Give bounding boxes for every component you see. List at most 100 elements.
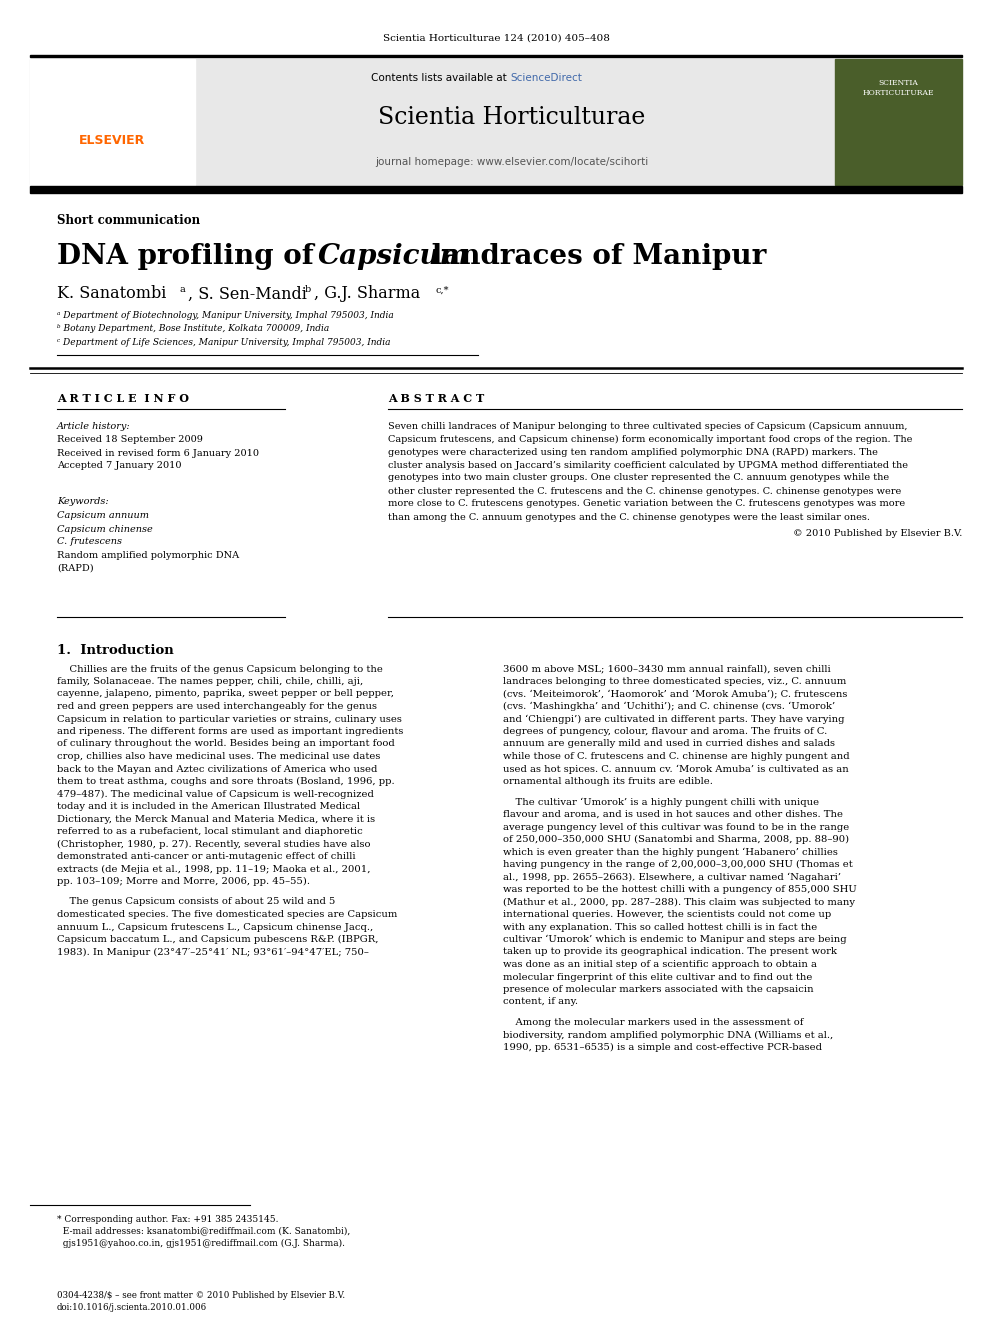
Text: presence of molecular markers associated with the capsaicin: presence of molecular markers associated…	[503, 986, 813, 994]
Text: DNA profiling of: DNA profiling of	[57, 242, 323, 270]
Text: The cultivar ‘Umorok’ is a highly pungent chilli with unique: The cultivar ‘Umorok’ is a highly pungen…	[503, 798, 819, 807]
Text: cultivar ‘Umorok’ which is endemic to Manipur and steps are being: cultivar ‘Umorok’ which is endemic to Ma…	[503, 935, 846, 945]
Text: with any explanation. This so called hottest chilli is in fact the: with any explanation. This so called hot…	[503, 922, 817, 931]
Text: and ‘Chiengpi’) are cultivated in different parts. They have varying: and ‘Chiengpi’) are cultivated in differ…	[503, 714, 844, 724]
Text: cluster analysis based on Jaccard’s similarity coefficient calculated by UPGMA m: cluster analysis based on Jaccard’s simi…	[388, 460, 908, 470]
Text: Received in revised form 6 January 2010: Received in revised form 6 January 2010	[57, 448, 259, 458]
Text: Short communication: Short communication	[57, 213, 200, 226]
Text: A R T I C L E  I N F O: A R T I C L E I N F O	[57, 393, 189, 405]
Text: molecular fingerprint of this elite cultivar and to find out the: molecular fingerprint of this elite cult…	[503, 972, 812, 982]
Text: C. frutescens: C. frutescens	[57, 537, 122, 546]
Text: other cluster represented the C. frutescens and the C. chinense genotypes. C. ch: other cluster represented the C. frutesc…	[388, 487, 902, 496]
Text: (cvs. ‘Meiteimorok’, ‘Haomorok’ and ‘Morok Amuba’); C. frutescens: (cvs. ‘Meiteimorok’, ‘Haomorok’ and ‘Mor…	[503, 689, 847, 699]
Text: international queries. However, the scientists could not come up: international queries. However, the scie…	[503, 910, 831, 919]
Text: (RAPD): (RAPD)	[57, 564, 93, 573]
Text: A B S T R A C T: A B S T R A C T	[388, 393, 484, 405]
Text: Contents lists available at: Contents lists available at	[371, 73, 510, 83]
Text: degrees of pungency, colour, flavour and aroma. The fruits of C.: degrees of pungency, colour, flavour and…	[503, 728, 827, 736]
Text: Article history:: Article history:	[57, 422, 131, 430]
Text: 1.  Introduction: 1. Introduction	[57, 644, 174, 658]
Text: cayenne, jalapeno, pimento, paprika, sweet pepper or bell pepper,: cayenne, jalapeno, pimento, paprika, swe…	[57, 689, 394, 699]
Text: journal homepage: www.elsevier.com/locate/scihorti: journal homepage: www.elsevier.com/locat…	[375, 157, 649, 167]
Text: Received 18 September 2009: Received 18 September 2009	[57, 435, 203, 445]
Text: landraces of Manipur: landraces of Manipur	[422, 242, 767, 270]
Bar	[30, 187, 962, 193]
Text: extracts (de Mejia et al., 1998, pp. 11–19; Maoka et al., 2001,: extracts (de Mejia et al., 1998, pp. 11–…	[57, 864, 370, 873]
Text: 0304-4238/$ – see front matter © 2010 Published by Elsevier B.V.: 0304-4238/$ – see front matter © 2010 Pu…	[57, 1290, 345, 1299]
Text: of culinary throughout the world. Besides being an important food: of culinary throughout the world. Beside…	[57, 740, 395, 749]
Text: pp. 103–109; Morre and Morre, 2006, pp. 45–55).: pp. 103–109; Morre and Morre, 2006, pp. …	[57, 877, 310, 886]
Text: doi:10.1016/j.scienta.2010.01.006: doi:10.1016/j.scienta.2010.01.006	[57, 1303, 207, 1312]
Text: (cvs. ‘Mashingkha’ and ‘Uchithi’); and C. chinense (cvs. ‘Umorok’: (cvs. ‘Mashingkha’ and ‘Uchithi’); and C…	[503, 701, 835, 712]
Text: Chillies are the fruits of the genus Capsicum belonging to the: Chillies are the fruits of the genus Cap…	[57, 664, 383, 673]
Text: K. Sanatombi: K. Sanatombi	[57, 286, 167, 303]
Text: ELSEVIER: ELSEVIER	[79, 134, 145, 147]
Text: Random amplified polymorphic DNA: Random amplified polymorphic DNA	[57, 550, 239, 560]
Text: Dictionary, the Merck Manual and Materia Medica, where it is: Dictionary, the Merck Manual and Materia…	[57, 815, 375, 823]
Text: Keywords:: Keywords:	[57, 497, 109, 507]
Text: Seven chilli landraces of Manipur belonging to three cultivated species of Capsi: Seven chilli landraces of Manipur belong…	[388, 422, 908, 430]
Text: (Christopher, 1980, p. 27). Recently, several studies have also: (Christopher, 1980, p. 27). Recently, se…	[57, 839, 370, 848]
Text: crop, chillies also have medicinal uses. The medicinal use dates: crop, chillies also have medicinal uses.…	[57, 751, 380, 761]
Text: domesticated species. The five domesticated species are Capsicum: domesticated species. The five domestica…	[57, 910, 398, 919]
Text: gjs1951@yahoo.co.in, gjs1951@rediffmail.com (G.J. Sharma).: gjs1951@yahoo.co.in, gjs1951@rediffmail.…	[57, 1238, 345, 1248]
Text: Capsicum: Capsicum	[318, 242, 470, 270]
Text: biodiversity, random amplified polymorphic DNA (Williams et al.,: biodiversity, random amplified polymorph…	[503, 1031, 833, 1040]
Bar	[30, 56, 962, 57]
Bar	[30, 60, 195, 185]
Text: referred to as a rubefacient, local stimulant and diaphoretic: referred to as a rubefacient, local stim…	[57, 827, 363, 836]
Text: genotypes into two main cluster groups. One cluster represented the C. annuum ge: genotypes into two main cluster groups. …	[388, 474, 889, 483]
Text: The genus Capsicum consists of about 25 wild and 5: The genus Capsicum consists of about 25 …	[57, 897, 335, 906]
Text: content, if any.: content, if any.	[503, 998, 578, 1007]
Text: ornamental although its fruits are edible.: ornamental although its fruits are edibl…	[503, 777, 713, 786]
Text: family, Solanaceae. The names pepper, chili, chile, chilli, aji,: family, Solanaceae. The names pepper, ch…	[57, 677, 363, 687]
Text: 479–487). The medicinal value of Capsicum is well-recognized: 479–487). The medicinal value of Capsicu…	[57, 790, 374, 799]
Text: a: a	[179, 286, 185, 295]
Text: Capsicum frutescens, and Capsicum chinense) form economically important food cro: Capsicum frutescens, and Capsicum chinen…	[388, 434, 913, 443]
Text: was reported to be the hottest chilli with a pungency of 855,000 SHU: was reported to be the hottest chilli wi…	[503, 885, 857, 894]
Text: Capsicum baccatum L., and Capsicum pubescens R&P. (IBPGR,: Capsicum baccatum L., and Capsicum pubes…	[57, 935, 379, 945]
Text: 1983). In Manipur (23°47′–25°41′ NL; 93°61′–94°47′EL; 750–: 1983). In Manipur (23°47′–25°41′ NL; 93°…	[57, 947, 369, 957]
Bar	[835, 60, 962, 185]
Text: which is even greater than the highly pungent ‘Habanero’ chillies: which is even greater than the highly pu…	[503, 847, 838, 857]
Text: Accepted 7 January 2010: Accepted 7 January 2010	[57, 462, 182, 471]
Text: Scientia Horticulturae: Scientia Horticulturae	[378, 106, 646, 130]
Text: ᵃ Department of Biotechnology, Manipur University, Imphal 795003, India: ᵃ Department of Biotechnology, Manipur U…	[57, 311, 394, 320]
Text: al., 1998, pp. 2655–2663). Elsewhere, a cultivar named ‘Nagahari’: al., 1998, pp. 2655–2663). Elsewhere, a …	[503, 872, 841, 881]
Text: annuum L., Capsicum frutescens L., Capsicum chinense Jacq.,: annuum L., Capsicum frutescens L., Capsi…	[57, 922, 373, 931]
Text: c,*: c,*	[435, 286, 448, 295]
Text: © 2010 Published by Elsevier B.V.: © 2010 Published by Elsevier B.V.	[793, 529, 962, 538]
Text: 3600 m above MSL; 1600–3430 mm annual rainfall), seven chilli: 3600 m above MSL; 1600–3430 mm annual ra…	[503, 664, 830, 673]
Text: Among the molecular markers used in the assessment of: Among the molecular markers used in the …	[503, 1017, 804, 1027]
Text: Scientia Horticulturae 124 (2010) 405–408: Scientia Horticulturae 124 (2010) 405–40…	[383, 33, 609, 42]
Text: today and it is included in the American Illustrated Medical: today and it is included in the American…	[57, 802, 360, 811]
Text: E-mail addresses: ksanatombi@rediffmail.com (K. Sanatombi),: E-mail addresses: ksanatombi@rediffmail.…	[57, 1226, 350, 1236]
Text: was done as an initial step of a scientific approach to obtain a: was done as an initial step of a scienti…	[503, 960, 817, 968]
Text: ScienceDirect: ScienceDirect	[510, 73, 582, 83]
Text: back to the Mayan and Aztec civilizations of America who used: back to the Mayan and Aztec civilization…	[57, 765, 377, 774]
Text: annuum are generally mild and used in curried dishes and salads: annuum are generally mild and used in cu…	[503, 740, 835, 749]
Text: having pungency in the range of 2,00,000–3,00,000 SHU (Thomas et: having pungency in the range of 2,00,000…	[503, 860, 853, 869]
Text: red and green peppers are used interchangeably for the genus: red and green peppers are used interchan…	[57, 703, 377, 710]
Text: average pungency level of this cultivar was found to be in the range: average pungency level of this cultivar …	[503, 823, 849, 831]
Text: flavour and aroma, and is used in hot sauces and other dishes. The: flavour and aroma, and is used in hot sa…	[503, 810, 843, 819]
Text: Capsicum chinense: Capsicum chinense	[57, 524, 153, 533]
Bar	[30, 60, 835, 185]
Text: genotypes were characterized using ten random amplified polymorphic DNA (RAPD) m: genotypes were characterized using ten r…	[388, 447, 878, 456]
Text: ᵇ Botany Department, Bose Institute, Kolkata 700009, India: ᵇ Botany Department, Bose Institute, Kol…	[57, 324, 329, 333]
Text: , G.J. Sharma: , G.J. Sharma	[314, 286, 421, 303]
Text: ᶜ Department of Life Sciences, Manipur University, Imphal 795003, India: ᶜ Department of Life Sciences, Manipur U…	[57, 337, 391, 347]
Text: SCIENTIA
HORTICULTURAE: SCIENTIA HORTICULTURAE	[862, 79, 933, 97]
Text: landraces belonging to three domesticated species, viz., C. annuum: landraces belonging to three domesticate…	[503, 677, 846, 687]
Text: Capsicum annuum: Capsicum annuum	[57, 512, 149, 520]
Text: Capsicum in relation to particular varieties or strains, culinary uses: Capsicum in relation to particular varie…	[57, 714, 402, 724]
Text: used as hot spices. C. annuum cv. ‘Morok Amuba’ is cultivated as an: used as hot spices. C. annuum cv. ‘Morok…	[503, 765, 849, 774]
Text: demonstrated anti-cancer or anti-mutagenic effect of chilli: demonstrated anti-cancer or anti-mutagen…	[57, 852, 355, 861]
Text: b: b	[305, 286, 311, 295]
Text: than among the C. annuum genotypes and the C. chinense genotypes were the least : than among the C. annuum genotypes and t…	[388, 512, 870, 521]
Text: 1990, pp. 6531–6535) is a simple and cost-effective PCR-based: 1990, pp. 6531–6535) is a simple and cos…	[503, 1043, 822, 1052]
Text: while those of C. frutescens and C. chinense are highly pungent and: while those of C. frutescens and C. chin…	[503, 751, 849, 761]
Text: * Corresponding author. Fax: +91 385 2435145.: * Corresponding author. Fax: +91 385 243…	[57, 1215, 279, 1224]
Text: taken up to provide its geographical indication. The present work: taken up to provide its geographical ind…	[503, 947, 837, 957]
Text: (Mathur et al., 2000, pp. 287–288). This claim was subjected to many: (Mathur et al., 2000, pp. 287–288). This…	[503, 897, 855, 906]
